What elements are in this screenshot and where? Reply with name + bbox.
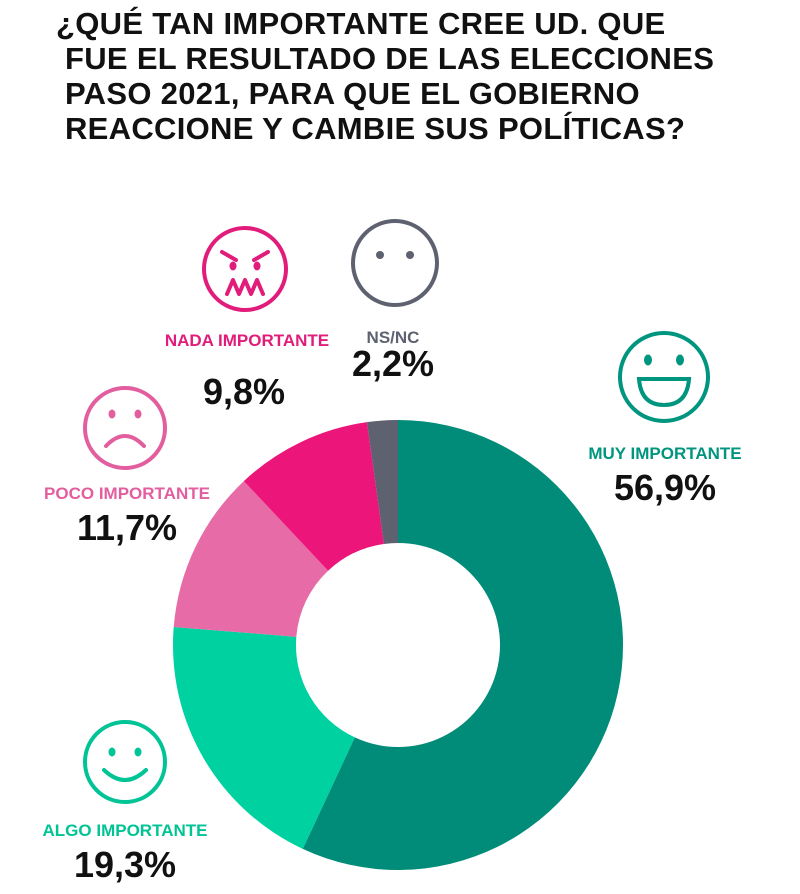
slice-nada bbox=[243, 422, 384, 571]
slice-poco bbox=[173, 481, 329, 637]
neutral-face-icon bbox=[351, 219, 439, 307]
legend-algo-importante: ALGO IMPORTANTE 19,3% bbox=[43, 720, 208, 885]
legend-poco-importante: POCO IMPORTANTE 11,7% bbox=[44, 386, 210, 548]
slice-algo bbox=[173, 626, 355, 849]
label-poco-importante: POCO IMPORTANTE bbox=[44, 484, 210, 503]
label-muy-importante: MUY IMPORTANTE bbox=[588, 444, 741, 463]
slice-nsnc bbox=[366, 420, 398, 544]
big-smile-face-icon bbox=[618, 331, 710, 423]
value-poco-importante: 11,7% bbox=[77, 507, 177, 548]
chart-title: ¿QUÉ TAN IMPORTANTE CREE UD. QUE FUE EL … bbox=[56, 6, 776, 146]
title-line-1: ¿QUÉ TAN IMPORTANTE CREE UD. QUE bbox=[56, 6, 666, 41]
legend-muy-importante: MUY IMPORTANTE 56,9% bbox=[588, 331, 742, 508]
smile-face-icon bbox=[83, 720, 167, 804]
label-nada-importante: NADA IMPORTANTE bbox=[165, 331, 329, 350]
value-nada-importante: 9,8% bbox=[203, 371, 285, 412]
value-ns-nc: 2,2% bbox=[352, 343, 434, 384]
title-line-4: REACCIONE Y CAMBIE SUS POLÍTICAS? bbox=[65, 111, 686, 146]
donut-slices bbox=[173, 420, 624, 870]
legend-ns-nc: NS/NC 2,2% bbox=[351, 219, 439, 384]
label-ns-nc: NS/NC bbox=[367, 328, 420, 347]
value-algo-importante: 19,3% bbox=[74, 844, 176, 885]
slice-muy bbox=[302, 420, 624, 870]
legend-nada-importante: NADA IMPORTANTE 9,8% bbox=[165, 226, 329, 412]
angry-face-icon bbox=[202, 226, 288, 312]
title-line-2: FUE EL RESULTADO DE LAS ELECCIONES bbox=[65, 41, 715, 76]
sad-face-icon bbox=[83, 386, 167, 470]
label-algo-importante: ALGO IMPORTANTE bbox=[43, 821, 208, 840]
value-muy-importante: 56,9% bbox=[614, 467, 716, 508]
title-line-3: PASO 2021, PARA QUE EL GOBIERNO bbox=[65, 76, 640, 111]
